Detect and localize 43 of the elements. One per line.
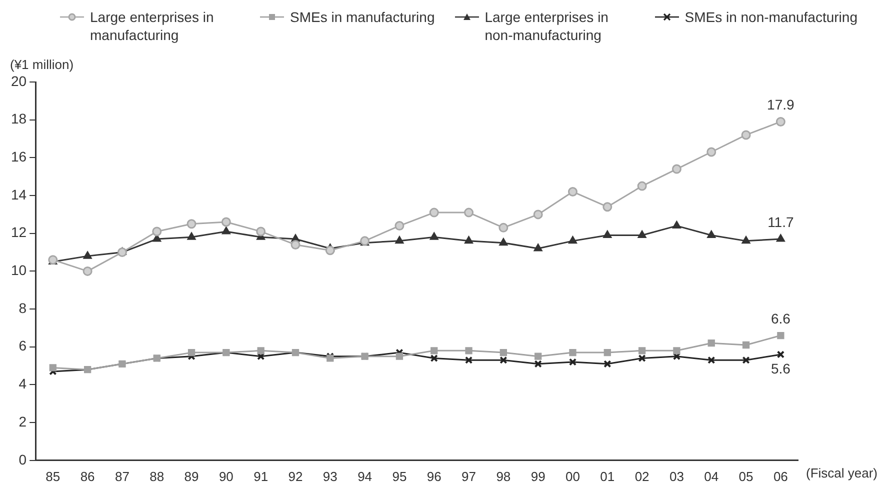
y-tick-label: 0 — [18, 451, 27, 468]
x-tick-label: 96 — [426, 468, 442, 484]
x-tick-label: 89 — [184, 468, 199, 484]
x-tick-label: 85 — [46, 468, 60, 484]
x-tick-label: 01 — [600, 468, 615, 484]
data-label: 17.9 — [767, 96, 795, 113]
y-tick-label: 12 — [10, 224, 27, 240]
data-label: 6.6 — [770, 310, 791, 326]
y-tick-label: 14 — [10, 186, 27, 202]
x-tick-label: 95 — [392, 468, 407, 484]
y-tick-label: 2 — [18, 413, 27, 430]
x-tick-label: 04 — [704, 468, 719, 484]
x-tick-label: 05 — [738, 468, 754, 484]
y-tick-label: 4 — [18, 376, 27, 392]
y-tick-label: 18 — [10, 110, 27, 127]
x-tick-label: 03 — [669, 468, 684, 484]
x-tick-label: 02 — [634, 468, 650, 484]
x-tick-label: 93 — [322, 468, 338, 484]
y-tick-label: 20 — [10, 72, 27, 89]
x-tick-label: 88 — [150, 468, 164, 484]
x-tick-label: 86 — [80, 468, 95, 484]
x-tick-label: 99 — [530, 468, 546, 484]
x-tick-label: 87 — [114, 468, 130, 484]
data-label: 5.6 — [770, 360, 791, 376]
x-tick-label: 94 — [358, 468, 372, 484]
legend-label: Large enterprises in non-manufacturing — [484, 8, 610, 44]
legend-label: SMEs in manufacturing — [290, 8, 435, 26]
legend-label: SMEs in non-manufacturing — [684, 8, 858, 26]
y-tick-label: 16 — [10, 148, 27, 165]
y-tick-label: 6 — [18, 338, 27, 354]
legend-label: Large enterprises in manufacturing — [90, 8, 215, 44]
y-tick-label: 8 — [18, 300, 27, 316]
x-tick-label: 91 — [254, 468, 268, 484]
x-tick-label: 90 — [218, 468, 234, 484]
y-tick-label: 10 — [10, 262, 27, 278]
x-tick-label: 06 — [773, 468, 788, 484]
x-tick-label: 98 — [496, 468, 511, 484]
x-axis-title: (Fiscal year) — [806, 466, 878, 481]
y-axis-title: (¥1 million) — [10, 57, 74, 72]
data-label: 11.7 — [768, 214, 794, 230]
x-tick-label: 92 — [288, 468, 303, 484]
x-tick-label: 97 — [462, 468, 476, 484]
x-tick-label: 00 — [566, 468, 580, 484]
